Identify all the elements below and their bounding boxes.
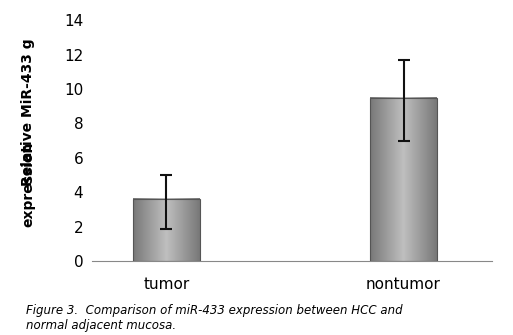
Text: expression: expression	[22, 141, 35, 227]
Bar	[370, 97, 437, 261]
Text: Relative MiR-433 g: Relative MiR-433 g	[22, 38, 35, 186]
Text: Figure 3.  Comparison of miR-433 expression between HCC and
normal adjacent muco: Figure 3. Comparison of miR-433 expressi…	[26, 304, 402, 332]
Bar	[133, 199, 200, 261]
